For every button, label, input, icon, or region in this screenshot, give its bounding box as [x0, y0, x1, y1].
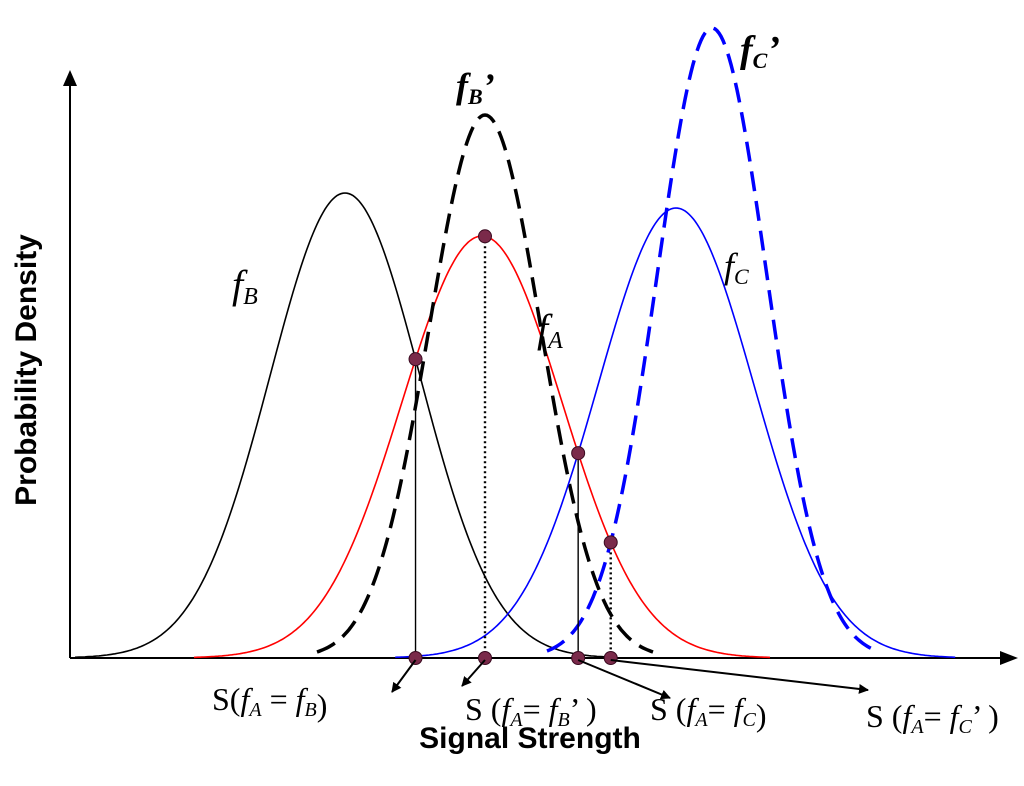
intersection-marker-abp	[478, 229, 492, 244]
curve-labels: fB fA fB’ fC fC’	[232, 29, 780, 354]
curves	[74, 26, 956, 659]
axes	[63, 70, 1018, 665]
label-s-ab: S(fA = fB)	[212, 681, 327, 723]
label-fC: fC	[724, 246, 749, 289]
arrow-acp	[610, 659, 869, 694]
label-fB: fB	[232, 262, 258, 310]
intersection-labels: S(fA = fB) S (fA= fB’ ) S (fA= fC) S (fA…	[212, 681, 999, 738]
arrow-abp	[461, 659, 486, 687]
label-fC-prime: fC’	[740, 29, 780, 73]
curve-fB-prime	[316, 113, 654, 654]
intersection-marker-ac	[571, 446, 586, 461]
curve-fC-prime	[546, 26, 878, 653]
base-marker-abp	[478, 651, 492, 665]
label-s-acp: S (fA= fC’ )	[866, 698, 999, 738]
label-s-abp: S (fA= fB’ )	[465, 691, 597, 731]
intersection-marker-acp	[603, 535, 618, 550]
intersection-abp	[461, 229, 492, 687]
intersection-ab	[391, 352, 423, 693]
intersection-ac	[571, 446, 671, 700]
y-axis-arrow-icon	[63, 70, 77, 86]
base-marker-acp	[603, 651, 618, 665]
label-fA: fA	[537, 306, 563, 354]
y-axis-title: Probability Density	[10, 234, 43, 506]
base-marker-ab	[408, 651, 423, 665]
intersection-acp	[603, 535, 869, 694]
x-axis-arrow-icon	[1000, 651, 1018, 665]
label-s-ac: S (fA= fC)	[650, 691, 767, 733]
intersection-marker-ab	[408, 352, 423, 367]
label-fB-prime: fB’	[456, 66, 495, 109]
x-axis-title: Signal Strength	[419, 722, 641, 755]
arrow-ab	[391, 659, 417, 693]
curve-fA	[193, 235, 771, 659]
curve-fB	[74, 192, 616, 659]
curve-fC	[395, 207, 956, 659]
arrow-ac	[577, 659, 671, 700]
